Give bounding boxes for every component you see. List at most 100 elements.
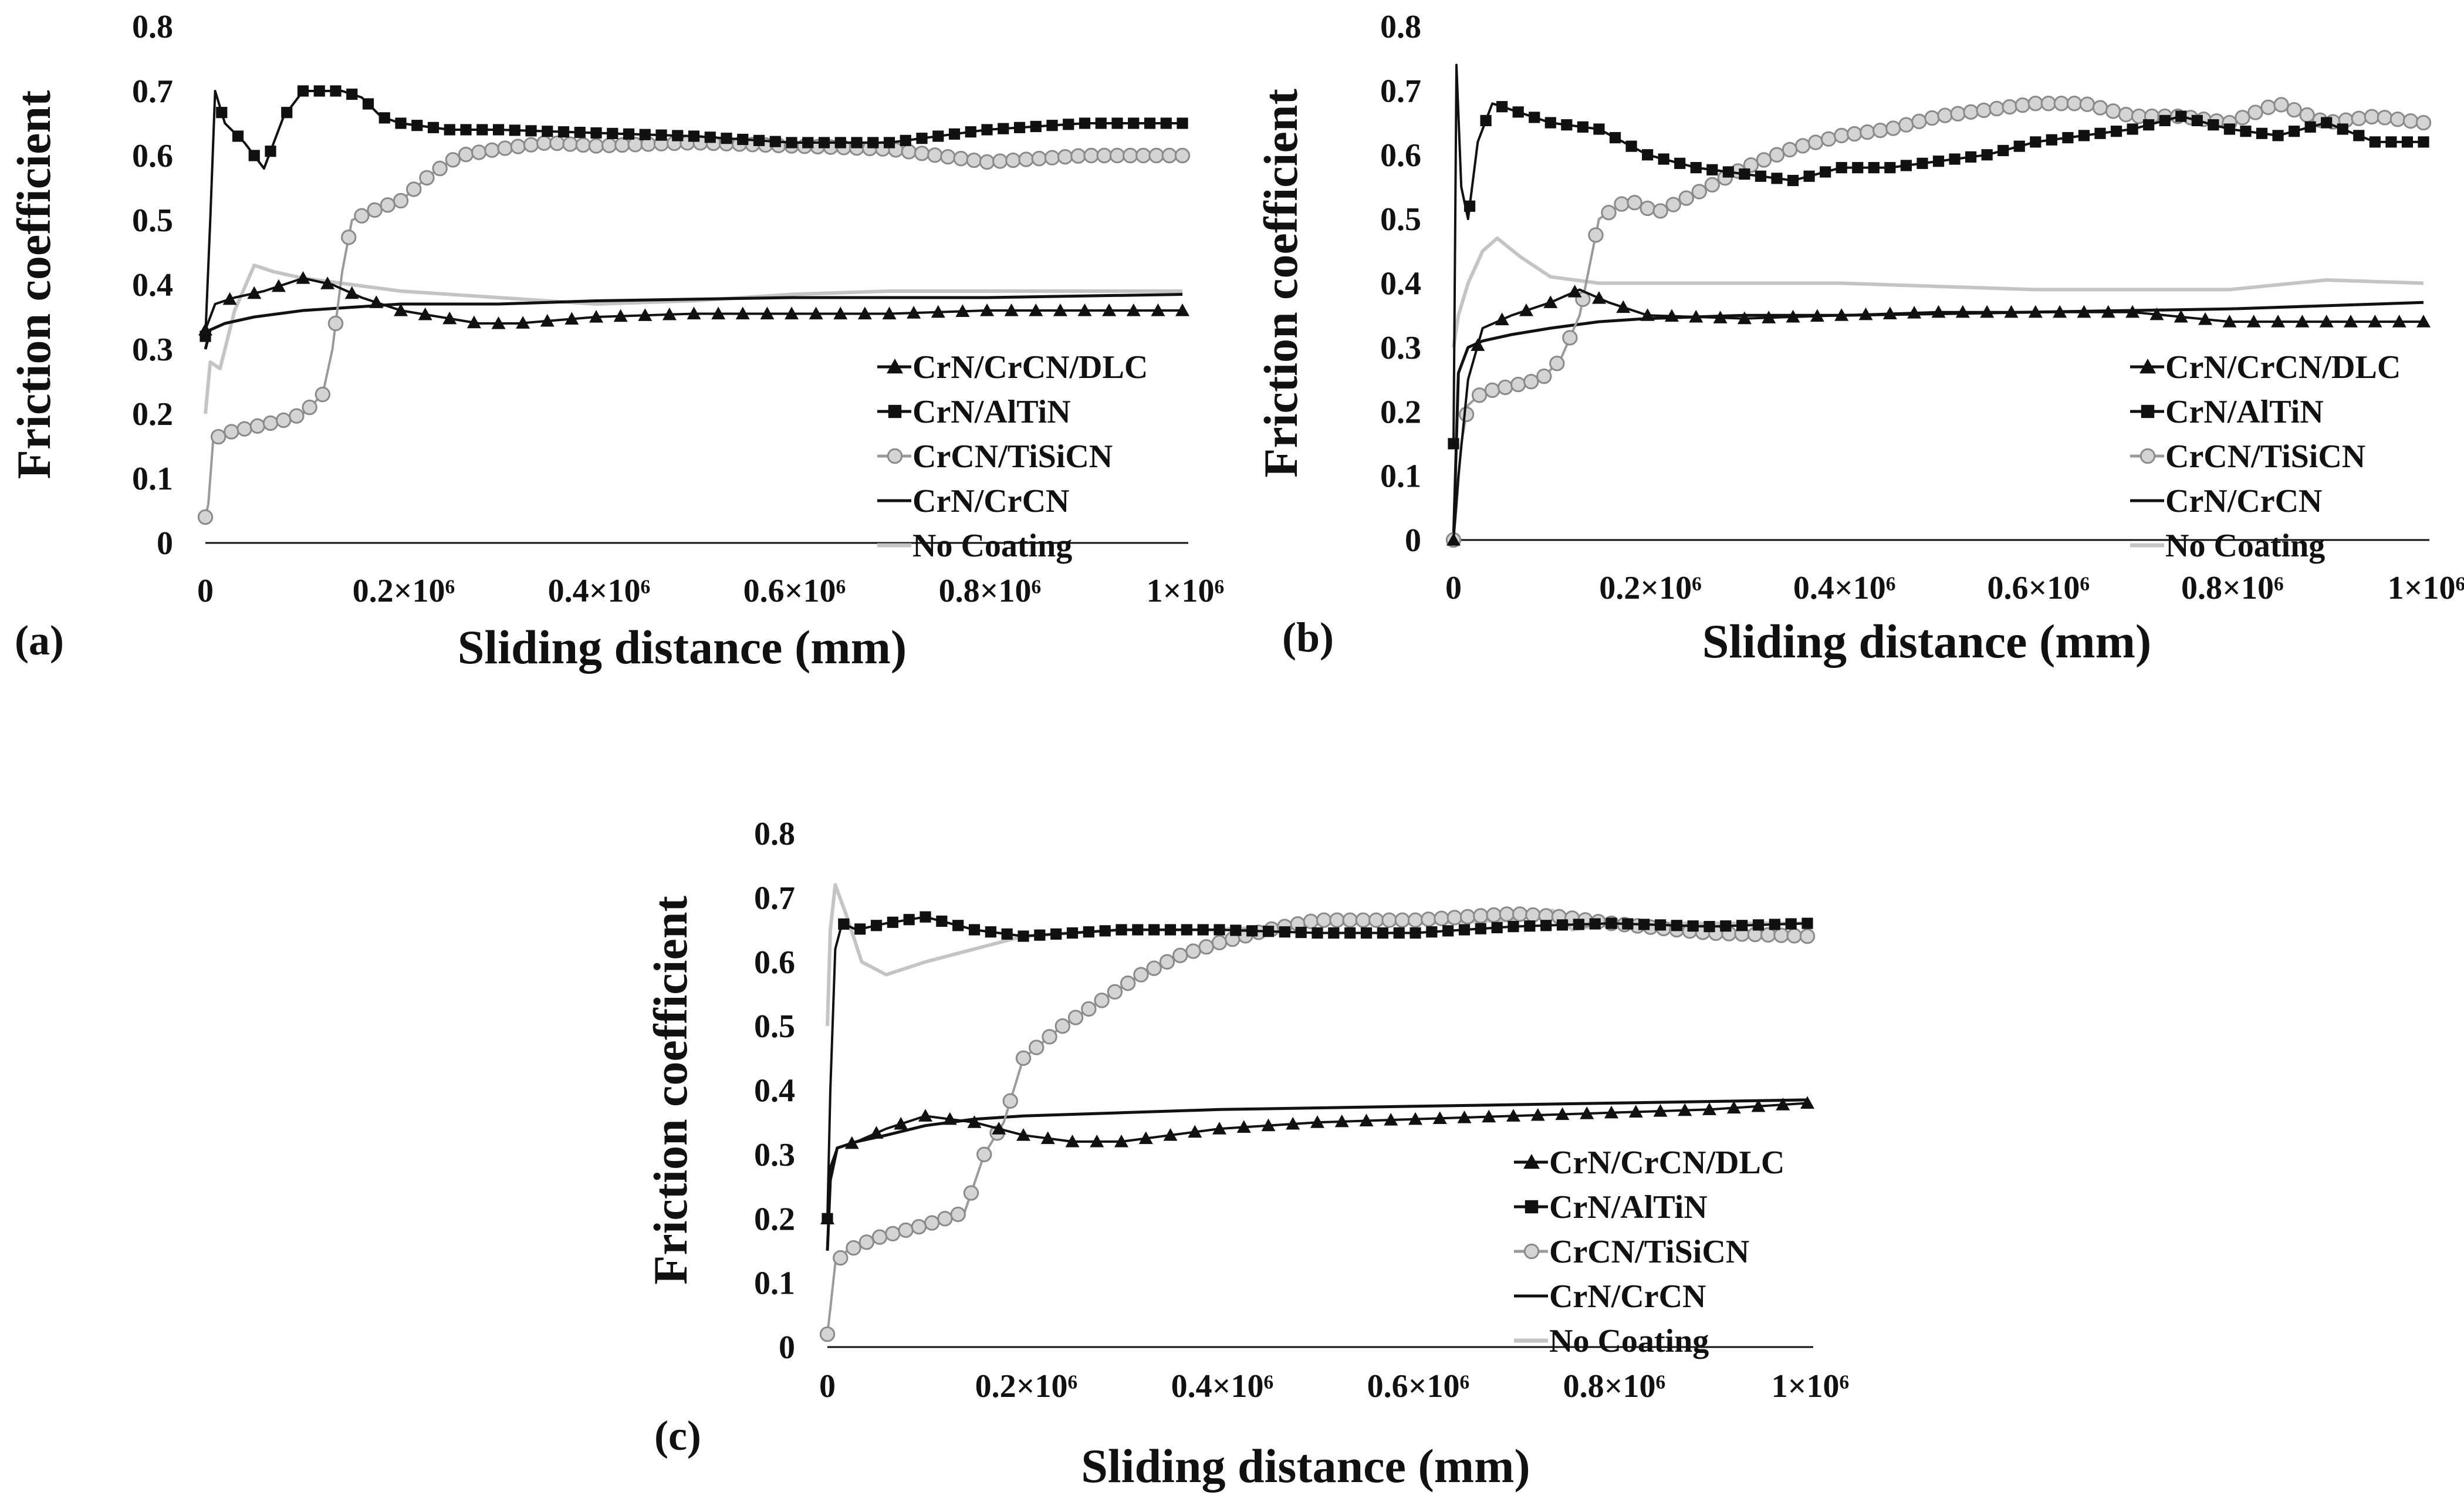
data-point-marker: [1771, 173, 1783, 184]
legend-marker-swatch: [1525, 1200, 1539, 1214]
data-point-marker: [536, 135, 552, 151]
data-point-marker: [1107, 984, 1123, 1000]
data-point-marker: [1094, 993, 1110, 1008]
legend-item-crn-crcn: CrN/CrCN: [2130, 483, 2322, 519]
data-point-marker: [1664, 309, 1679, 322]
data-point-marker: [1421, 911, 1437, 927]
series-no-coating: [204, 264, 1182, 414]
data-point-marker: [509, 124, 520, 136]
data-point-marker: [2401, 136, 2414, 148]
data-point-marker: [1031, 150, 1047, 167]
data-point-marker: [1799, 928, 1816, 944]
data-point-marker: [1963, 104, 1979, 120]
data-point-marker: [1360, 927, 1373, 939]
data-point-marker: [411, 120, 423, 131]
y-tick-label: 0.7: [754, 880, 795, 916]
data-point-marker: [937, 1211, 953, 1227]
data-point-marker: [927, 147, 943, 163]
data-point-marker: [1230, 924, 1242, 936]
data-point-marker: [785, 306, 799, 320]
data-point-marker: [2125, 305, 2140, 318]
legend-item-crn-altin: CrN/AlTiN: [1514, 1189, 1708, 1226]
data-point-marker: [1099, 925, 1111, 937]
legend-label: CrN/CrCN/DLC: [912, 349, 1148, 386]
legend-label: CrN/CrCN/DLC: [2165, 349, 2401, 386]
data-point-marker: [662, 307, 677, 320]
data-point-marker: [1046, 120, 1058, 131]
data-point-marker: [885, 1226, 901, 1241]
data-point-marker: [1820, 131, 1837, 147]
data-point-marker: [1755, 170, 1767, 182]
legend-item-crn-crcn: CrN/CrCN: [877, 483, 1069, 519]
data-point-marker: [655, 129, 667, 141]
x-tick-label: 0.6×10⁶: [743, 573, 846, 609]
data-point-marker: [1510, 376, 1526, 393]
data-point-marker: [542, 126, 553, 137]
data-point-marker: [1018, 930, 1029, 942]
data-point-marker: [2392, 315, 2406, 328]
data-point-marker: [2353, 130, 2365, 141]
data-point-marker: [1123, 147, 1138, 164]
data-point-marker: [2149, 307, 2164, 320]
data-point-marker: [1769, 919, 1780, 930]
data-point-marker: [367, 202, 383, 218]
data-point-marker: [271, 279, 286, 292]
data-point-marker: [1937, 107, 1953, 123]
y-tick-label: 0.2: [1380, 394, 1421, 430]
x-tick-label: 1×10⁶: [1772, 1368, 1850, 1405]
x-axis-label: Sliding distance (mm): [458, 620, 907, 674]
data-point-marker: [523, 137, 539, 153]
y-tick-label: 0.4: [132, 267, 173, 303]
data-point-marker: [1652, 203, 1668, 219]
series-line-crn-crcn-dlc: [204, 277, 1182, 330]
data-point-marker: [1786, 309, 1800, 323]
data-point-marker: [1083, 926, 1094, 938]
data-point-marker: [484, 142, 500, 158]
data-point-marker: [1794, 138, 1811, 154]
panel-label: (a): [15, 617, 64, 664]
data-point-marker: [1394, 912, 1410, 928]
data-point-marker: [2246, 315, 2261, 328]
data-point-marker: [1057, 149, 1073, 165]
data-point-marker: [1949, 153, 1961, 165]
data-point-marker: [857, 306, 872, 320]
data-point-marker: [1310, 1115, 1324, 1128]
data-point-marker: [924, 1215, 940, 1231]
data-point-marker: [1181, 924, 1192, 936]
data-point-marker: [1262, 926, 1275, 937]
data-point-marker: [346, 88, 358, 100]
y-tick-label: 0.8: [132, 9, 173, 45]
data-point-marker: [1077, 303, 1092, 316]
x-tick-label: 0.2×10⁶: [975, 1368, 1078, 1405]
data-point-marker: [216, 107, 228, 119]
series-line-crn-crcn: [204, 293, 1183, 350]
data-point-marker: [1752, 919, 1765, 931]
legend-label: CrN/CrCN: [912, 483, 1069, 519]
data-point-marker: [1555, 1107, 1570, 1120]
data-point-marker: [467, 315, 481, 329]
data-point-marker: [211, 428, 227, 445]
data-point-marker: [1860, 124, 1875, 140]
data-point-marker: [432, 160, 448, 177]
data-point-marker: [497, 140, 513, 156]
data-point-marker: [1144, 117, 1156, 129]
data-point-marker: [1126, 303, 1141, 316]
data-point-marker: [2208, 119, 2219, 131]
legend-label: CrN/CrCN/DLC: [1549, 1145, 1784, 1181]
series-line-no-coating: [204, 264, 1182, 414]
data-point-marker: [265, 146, 276, 157]
data-point-marker: [834, 137, 846, 148]
data-point-marker: [1312, 927, 1323, 939]
data-point-marker: [1355, 912, 1371, 928]
data-point-marker: [607, 127, 618, 140]
data-point-marker: [833, 306, 848, 320]
data-point-marker: [1882, 306, 1897, 320]
data-point-marker: [2304, 121, 2316, 133]
data-point-marker: [1540, 920, 1552, 931]
data-point-marker: [1525, 907, 1541, 923]
legend-item-no-coating: No Coating: [877, 528, 1072, 564]
data-point-marker: [1726, 1101, 1741, 1114]
data-point-marker: [1054, 1018, 1071, 1034]
data-point-marker: [1408, 1112, 1422, 1125]
data-point-marker: [516, 316, 530, 329]
